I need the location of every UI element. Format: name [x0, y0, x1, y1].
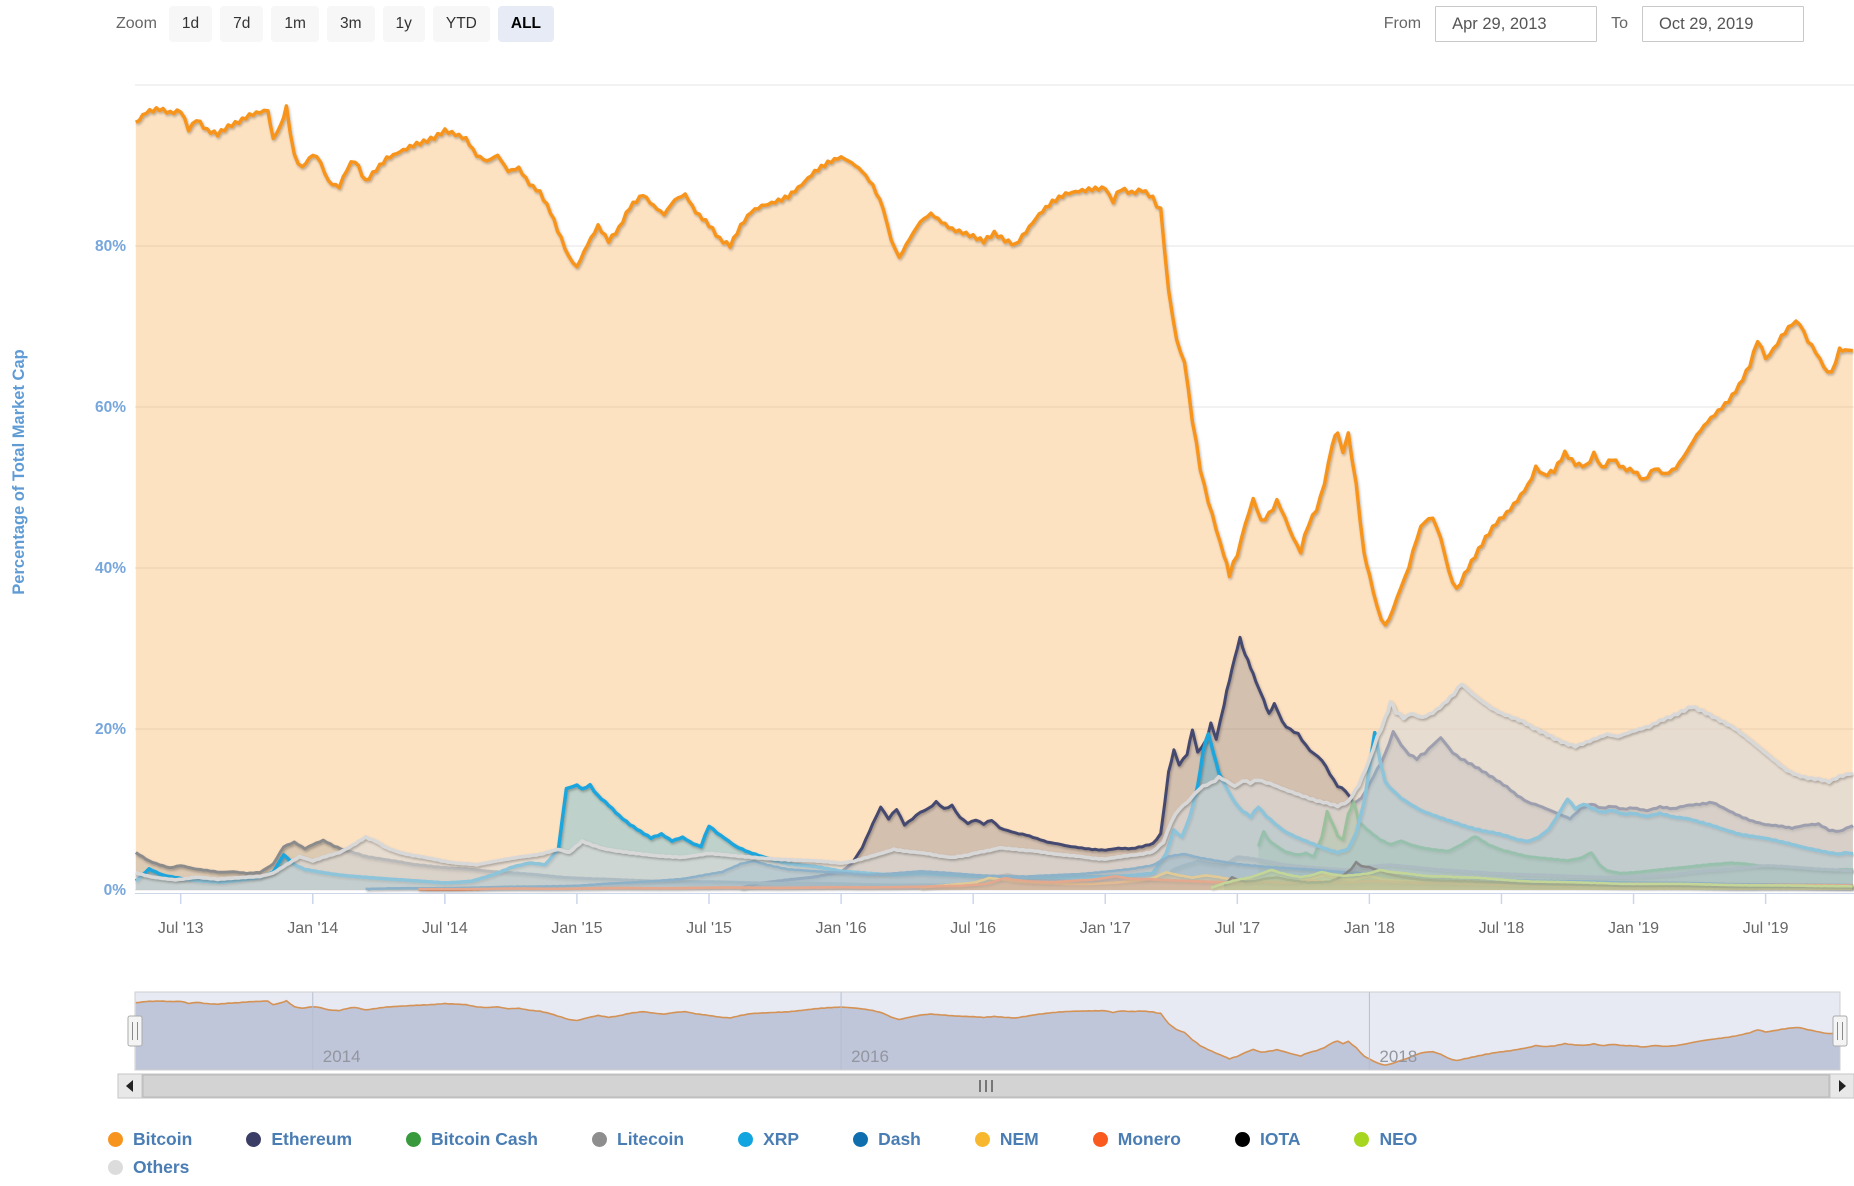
- y-axis-label: 20%: [95, 721, 126, 738]
- legend-label-dash: Dash: [878, 1128, 921, 1149]
- navigator-year-label: 2018: [1379, 1047, 1417, 1066]
- legend-marker-iota: [1234, 1131, 1250, 1147]
- legend-label-xrp: XRP: [763, 1128, 800, 1149]
- legend-label-neo: NEO: [1379, 1128, 1418, 1149]
- x-axis-label: Jan '18: [1344, 920, 1395, 937]
- y-axis-label: 60%: [95, 399, 126, 416]
- x-axis-label: Jan '14: [287, 920, 338, 937]
- to-label: To: [1611, 15, 1628, 32]
- from-date-input[interactable]: [1435, 6, 1598, 42]
- navigator: 2014 2016 2018: [127, 991, 1848, 1071]
- x-axis-label: Jul '15: [686, 920, 732, 937]
- legend-label-bitcoin-cash: Bitcoin Cash: [431, 1128, 538, 1149]
- y-axis-label: 0%: [104, 882, 127, 899]
- right-arrow-icon: [1839, 1080, 1846, 1092]
- series-area-others: [135, 684, 1853, 890]
- gridlines: [135, 84, 1854, 891]
- legend-label-ethereum: Ethereum: [271, 1128, 353, 1149]
- legend-item-xrp[interactable]: XRP: [738, 1126, 799, 1152]
- zoom-button-1d[interactable]: 1d: [168, 6, 213, 42]
- series-line-others[interactable]: [135, 682, 1854, 882]
- legend-item-neo[interactable]: NEO: [1354, 1126, 1417, 1152]
- zoom-label: Zoom: [116, 15, 157, 32]
- legend-marker-bitcoin-cash: [406, 1131, 422, 1147]
- legend-label-litecoin: Litecoin: [617, 1128, 685, 1149]
- legend-marker-neo: [1354, 1131, 1370, 1147]
- legend-item-ethereum[interactable]: Ethereum: [246, 1126, 352, 1152]
- legend-item-litecoin[interactable]: Litecoin: [592, 1126, 684, 1152]
- legend-label-iota: IOTA: [1259, 1128, 1301, 1149]
- from-label: From: [1383, 15, 1422, 32]
- y-axis-title: Percentage of Total Market Cap: [10, 349, 28, 594]
- x-axis-label: Jul '14: [422, 920, 468, 937]
- legend-marker-litecoin: [592, 1131, 607, 1147]
- legend-marker-nem: [974, 1131, 990, 1147]
- navigator-series-line: [135, 999, 1840, 1066]
- zoom-button-all[interactable]: ALL: [497, 6, 555, 42]
- scrollbar-right-arrow-button[interactable]: [1829, 1073, 1854, 1099]
- legend-item-monero[interactable]: Monero: [1092, 1126, 1181, 1152]
- x-axis-label: Jul '17: [1214, 920, 1260, 937]
- legend-item-dash[interactable]: Dash: [853, 1126, 921, 1152]
- legend-marker-others: [108, 1159, 123, 1175]
- date-range-group: From To: [1384, 6, 1804, 42]
- legend-marker-xrp: [738, 1131, 754, 1147]
- legend-marker-bitcoin: [108, 1131, 123, 1147]
- x-axis-label: Jul '19: [1743, 920, 1789, 937]
- legend-marker-monero: [1092, 1131, 1108, 1147]
- legend-item-bitcoin[interactable]: Bitcoin: [108, 1126, 192, 1152]
- scrollbar: [117, 1073, 1854, 1099]
- series-line-bitcoin[interactable]: [135, 104, 1853, 627]
- legend-item-iota[interactable]: IOTA: [1234, 1126, 1301, 1152]
- navigator-year-label: 2014: [323, 1047, 361, 1066]
- x-axis-label: Jul '13: [158, 920, 204, 937]
- zoom-button-1y[interactable]: 1y: [382, 6, 425, 42]
- legend-item-others[interactable]: Others: [108, 1154, 189, 1180]
- legend-item-bitcoin-cash[interactable]: Bitcoin Cash: [406, 1126, 538, 1152]
- navigator-handle-right[interactable]: [1832, 1015, 1848, 1047]
- x-axis-label: Jan '17: [1080, 920, 1131, 937]
- legend-item-nem[interactable]: NEM: [974, 1126, 1039, 1152]
- left-arrow-icon: [126, 1080, 133, 1092]
- legend-label-bitcoin: Bitcoin: [133, 1128, 193, 1149]
- axes: 0% 20% 40% 60% 80% Jul '13 Jan '14 Jul '14 Jan '…: [10, 238, 1854, 937]
- navigator-mask[interactable]: [135, 992, 1840, 1070]
- x-axis-label: Jul '18: [1479, 920, 1525, 937]
- to-date-input[interactable]: [1642, 6, 1804, 42]
- x-axis-label: Jul '16: [950, 920, 996, 937]
- series-layer: [135, 104, 1854, 891]
- series-area-bitcoin: [135, 105, 1853, 890]
- chart-legend: Bitcoin Ethereum Bitcoin Cash Litecoin XRP Da…: [108, 1126, 1538, 1180]
- zoom-button-3m[interactable]: 3m: [326, 6, 375, 42]
- zoom-button-ytd[interactable]: YTD: [432, 6, 490, 42]
- scrollbar-left-arrow-button[interactable]: [117, 1073, 143, 1099]
- zoom-buttons: 1d 7d 1m 3m 1y YTD ALL: [168, 6, 555, 42]
- zoom-button-1m[interactable]: 1m: [271, 6, 319, 42]
- legend-label-nem: NEM: [999, 1128, 1039, 1149]
- dominance-chart: 0% 20% 40% 60% 80% Jul '13 Jan '14 Jul '14 Jan '…: [10, 84, 1854, 1099]
- y-axis-label: 80%: [95, 238, 126, 255]
- y-axis-label: 40%: [95, 560, 126, 577]
- navigator-handle-left[interactable]: [127, 1015, 143, 1047]
- zoom-button-group: Zoom 1d 7d 1m 3m 1y YTD ALL: [116, 6, 555, 42]
- zoom-button-7d[interactable]: 7d: [220, 6, 264, 42]
- legend-marker-ethereum: [246, 1131, 262, 1147]
- legend-label-monero: Monero: [1117, 1128, 1181, 1149]
- navigator-year-label: 2016: [851, 1047, 889, 1066]
- legend-label-others: Others: [133, 1156, 190, 1177]
- x-axis-label: Jan '16: [816, 920, 867, 937]
- legend-marker-dash: [853, 1131, 869, 1147]
- x-axis-label: Jan '15: [551, 920, 602, 937]
- x-axis-label: Jan '19: [1608, 920, 1659, 937]
